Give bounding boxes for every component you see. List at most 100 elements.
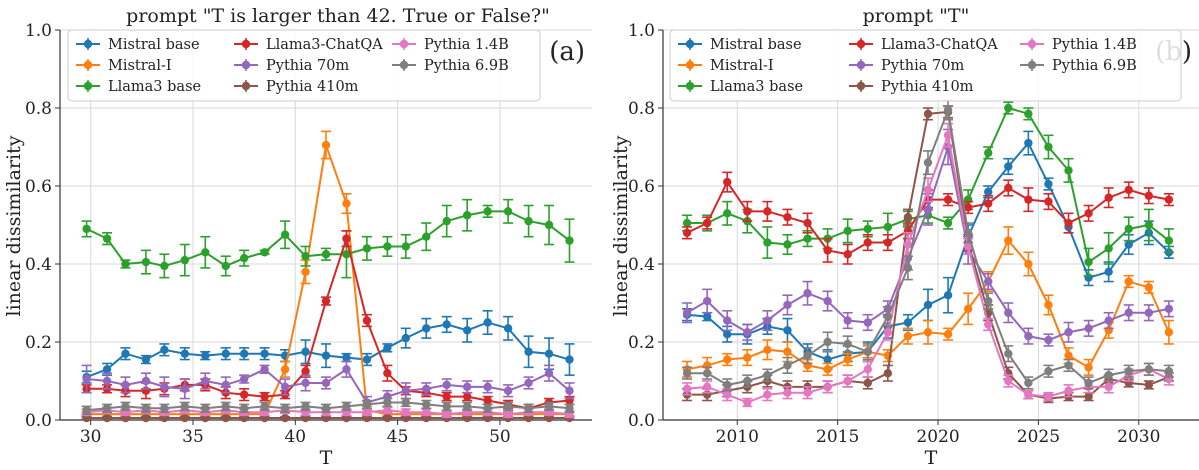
- data-point: [442, 380, 451, 390]
- data-point: [823, 246, 832, 255]
- series: [682, 99, 1174, 392]
- data-point: [362, 244, 372, 253]
- data-point: [823, 296, 832, 306]
- data-point: [483, 318, 492, 327]
- data-point: [984, 277, 993, 286]
- data-point: [863, 347, 872, 356]
- grid: 0.0 0.2 0.4 0.6 0.8 1.0 30 35 40 45 50: [25, 21, 592, 447]
- data-point: [483, 404, 492, 413]
- data-point: [260, 392, 269, 401]
- data-point: [1004, 103, 1013, 113]
- legend-label: Pythia 1.4B: [424, 37, 509, 53]
- data-point: [943, 218, 953, 228]
- data-point: [1064, 328, 1073, 337]
- data-point: [422, 400, 431, 409]
- y-axis-label: linear dissimilarity: [610, 135, 632, 316]
- data-point: [544, 349, 554, 358]
- data-point: [702, 369, 712, 378]
- series-line: [86, 144, 570, 416]
- data-point: [321, 296, 331, 306]
- data-point: [763, 345, 772, 354]
- data-point: [180, 255, 190, 265]
- data-point: [1144, 220, 1154, 230]
- data-point: [342, 199, 351, 208]
- data-point: [943, 195, 953, 204]
- data-point: [503, 402, 513, 411]
- data-point: [1144, 365, 1154, 374]
- data-point: [682, 218, 692, 228]
- chart-title: prompt "T is larger than 42. True or Fal…: [126, 5, 550, 27]
- data-point: [1104, 193, 1113, 202]
- data-point: [903, 213, 913, 222]
- data-point: [524, 404, 533, 413]
- data-point: [422, 232, 431, 241]
- y-tick-label: 0.8: [628, 99, 655, 119]
- y-tick-label: 0.0: [25, 411, 52, 431]
- data-point: [863, 224, 872, 234]
- legend-swatch-marker: [685, 60, 695, 70]
- x-tick-label: 2020: [916, 427, 959, 447]
- data-point: [383, 406, 392, 415]
- data-point: [483, 207, 492, 216]
- data-point: [823, 365, 832, 374]
- legend-item: Mistral base: [76, 37, 200, 53]
- data-point: [342, 234, 351, 243]
- data-point: [565, 236, 574, 245]
- data-point: [102, 365, 112, 374]
- data-point: [763, 316, 772, 325]
- legend-swatch-marker: [1027, 60, 1037, 70]
- data-point: [442, 402, 451, 411]
- data-point: [342, 353, 351, 362]
- legend-swatch-marker: [399, 60, 409, 70]
- data-point: [321, 404, 331, 413]
- y-tick-label: 0.0: [628, 411, 655, 431]
- data-point: [1084, 257, 1093, 267]
- x-tick-label: 30: [80, 427, 102, 447]
- data-point: [1084, 378, 1093, 388]
- legend-swatch-marker: [83, 81, 93, 91]
- legend-item: Pythia 70m: [849, 58, 964, 74]
- data-point: [221, 261, 230, 271]
- data-point: [239, 404, 249, 413]
- legend-label: Pythia 1.4B: [1052, 37, 1137, 53]
- legend-swatch-marker: [685, 81, 695, 91]
- data-point: [280, 365, 290, 374]
- data-point: [524, 347, 533, 356]
- data-point: [201, 376, 210, 386]
- data-point: [843, 355, 852, 364]
- data-point: [682, 369, 692, 378]
- data-point: [803, 218, 812, 228]
- data-point: [702, 218, 712, 228]
- data-point: [1104, 244, 1113, 253]
- y-tick-label: 0.4: [628, 255, 655, 275]
- data-point: [803, 351, 812, 360]
- legend-swatch-marker: [856, 60, 866, 70]
- data-point: [565, 404, 574, 413]
- data-point: [383, 242, 392, 251]
- data-point: [943, 131, 953, 140]
- data-point: [1124, 277, 1133, 286]
- data-point: [743, 376, 752, 386]
- data-point: [1144, 380, 1154, 390]
- data-point: [1104, 316, 1113, 325]
- data-point: [442, 320, 451, 329]
- legend-item: Llama3-ChatQA: [849, 37, 998, 53]
- data-point: [923, 300, 933, 310]
- data-point: [82, 406, 91, 415]
- data-point: [863, 378, 872, 388]
- data-point: [903, 240, 913, 249]
- legend-label: Pythia 70m: [266, 58, 349, 74]
- data-point: [923, 328, 933, 337]
- data-point: [1024, 259, 1033, 269]
- x-tick-label: 40: [284, 427, 306, 447]
- data-point: [201, 404, 210, 413]
- data-point: [160, 404, 169, 413]
- legend-label: Llama3-ChatQA: [881, 37, 998, 53]
- y-tick-label: 1.0: [628, 21, 655, 41]
- data-point: [1024, 331, 1033, 341]
- data-point: [442, 216, 451, 226]
- y-tick-label: 0.8: [25, 99, 52, 119]
- data-point: [783, 388, 792, 397]
- data-point: [1004, 162, 1013, 171]
- data-point: [503, 324, 513, 333]
